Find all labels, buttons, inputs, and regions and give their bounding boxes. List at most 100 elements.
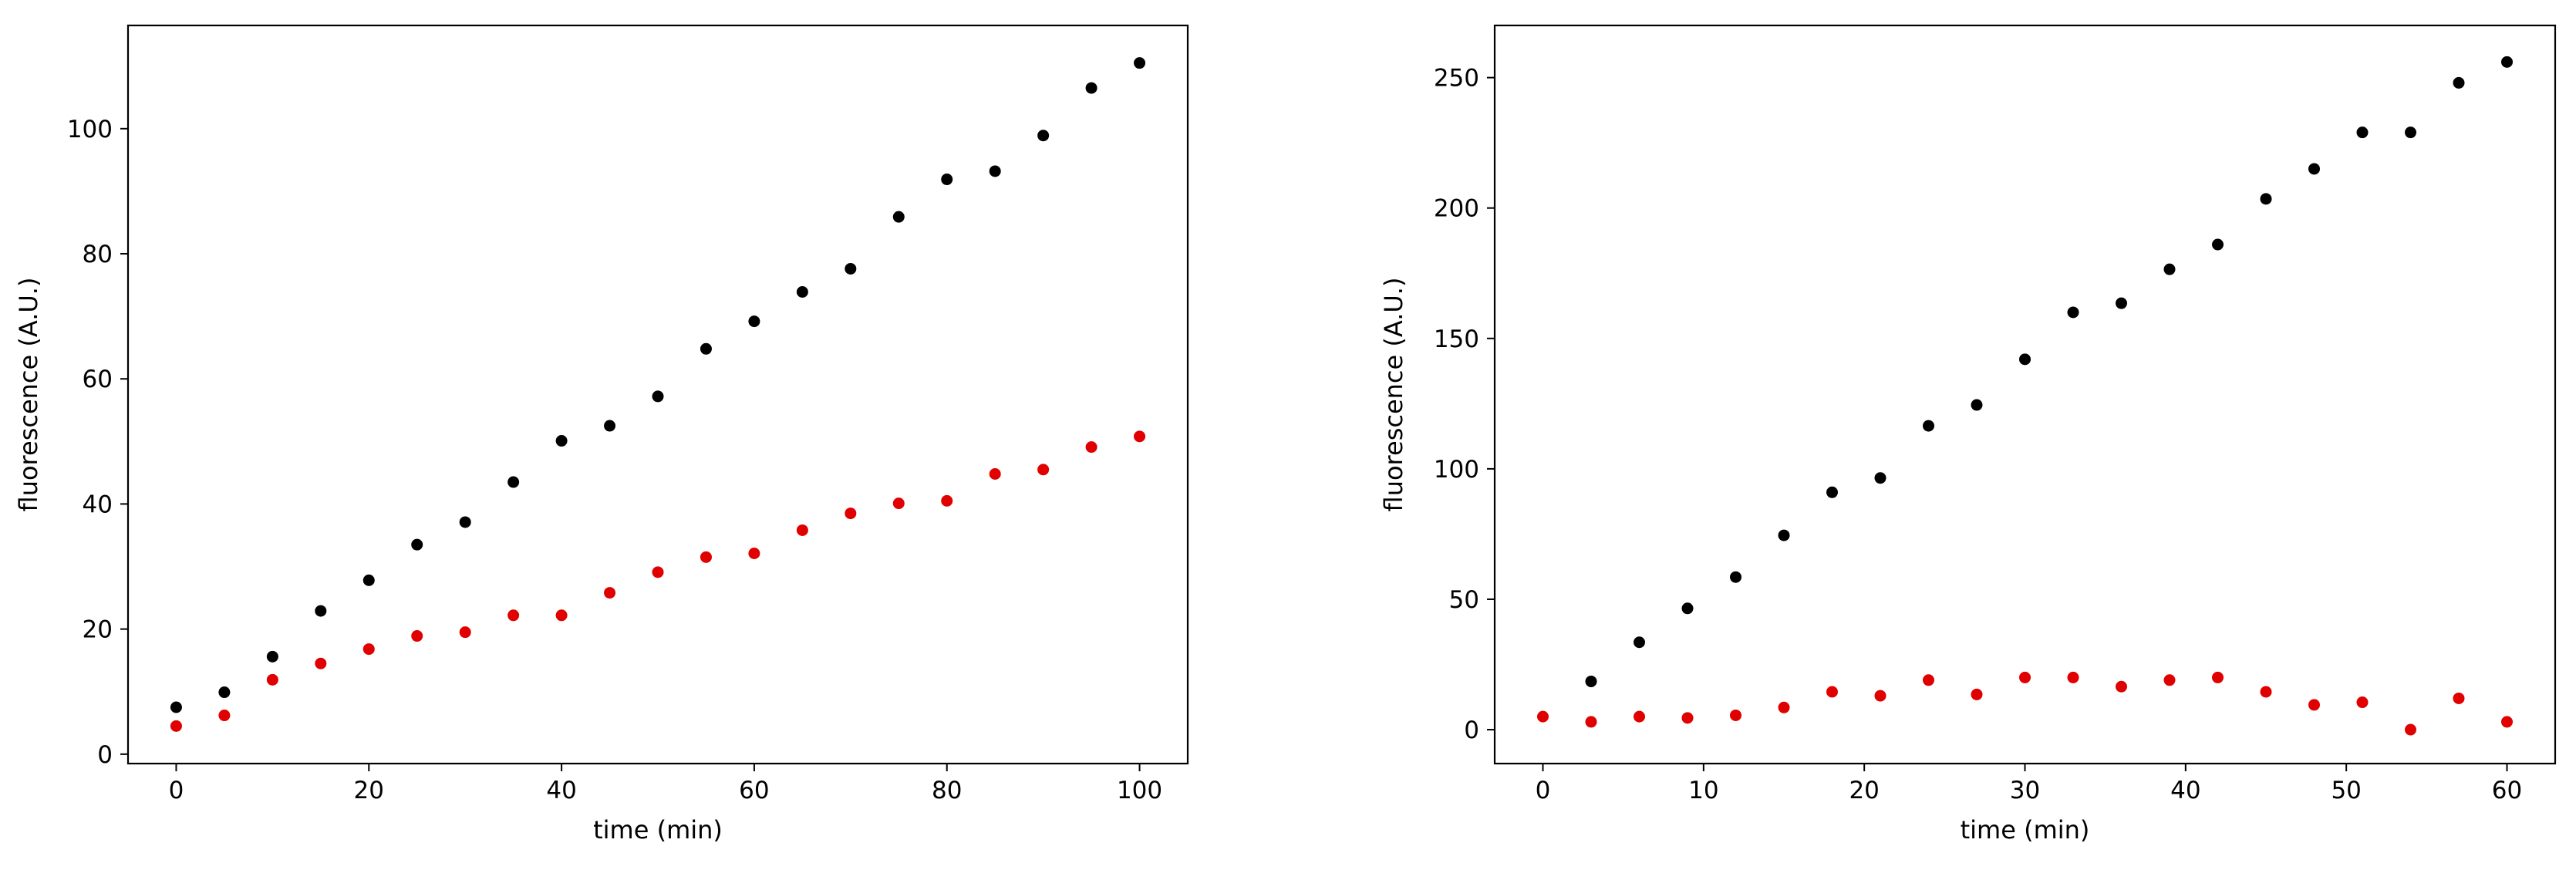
data-point <box>2405 723 2416 736</box>
data-point <box>2163 674 2176 686</box>
x-axis-label: time (min) <box>593 815 723 845</box>
series-1 <box>170 430 1146 732</box>
data-point <box>1826 486 1838 498</box>
plot-frame <box>1493 24 2557 765</box>
y-axis-label: fluorescence (A.U.) <box>1379 278 1408 512</box>
data-point <box>170 701 182 713</box>
data-point <box>2405 126 2416 139</box>
data-point <box>507 476 520 488</box>
data-point <box>2019 353 2031 366</box>
data-point <box>266 673 278 686</box>
data-point <box>362 574 375 586</box>
data-point <box>2163 263 2176 275</box>
data-point <box>2067 671 2079 683</box>
x-tick-label: 100 <box>1117 777 1162 804</box>
data-point <box>2260 686 2272 698</box>
data-point <box>604 587 616 599</box>
data-point <box>1037 464 1050 476</box>
data-point <box>1923 420 1934 432</box>
y-tick-label: 250 <box>1434 65 1479 93</box>
data-point <box>989 467 1001 480</box>
data-point <box>2501 716 2513 728</box>
series-0 <box>170 57 1146 713</box>
data-point <box>555 609 568 622</box>
data-point <box>1585 675 1597 687</box>
data-point <box>941 494 953 507</box>
x-tick-label: 80 <box>932 777 962 804</box>
data-point <box>2116 297 2127 309</box>
data-point <box>411 538 423 551</box>
data-point <box>796 524 808 536</box>
y-tick-label: 50 <box>1449 586 1479 614</box>
data-point <box>941 174 953 186</box>
series-1 <box>1537 671 2513 736</box>
y-tick-label: 60 <box>83 366 113 393</box>
data-point <box>507 609 520 622</box>
plot-frame <box>126 24 1189 765</box>
data-point <box>845 262 857 275</box>
x-tick-label: 0 <box>1536 777 1551 804</box>
x-tick-label: 20 <box>1849 777 1879 804</box>
x-tick-label: 50 <box>2331 777 2361 804</box>
data-point <box>604 420 616 432</box>
y-tick-label: 80 <box>83 241 113 268</box>
data-point <box>315 605 327 617</box>
data-point <box>700 342 712 355</box>
data-point <box>1874 690 1886 702</box>
data-point <box>2308 699 2320 711</box>
data-point <box>1085 82 1097 94</box>
data-point <box>1585 716 1597 728</box>
data-point <box>315 657 327 669</box>
data-point <box>892 211 905 223</box>
data-point <box>845 508 857 520</box>
x-tick-label: 30 <box>2010 777 2040 804</box>
left-scatter-plot: 0 20 40 60 80 100 0 20 40 60 80 100 time (min) fluore… <box>14 24 1189 845</box>
y-tick-label: 150 <box>1434 325 1479 353</box>
data-point <box>1634 710 1645 723</box>
data-point <box>218 686 231 699</box>
data-point <box>2212 671 2224 683</box>
right-scatter-plot: 0 10 20 30 40 50 60 0 50 100 150 200 250 time (min) fl… <box>1379 24 2557 845</box>
data-point <box>362 643 375 656</box>
data-point <box>1874 472 1886 484</box>
data-point <box>411 630 423 642</box>
x-tick-label: 60 <box>2492 777 2522 804</box>
data-point <box>700 551 712 563</box>
x-tick-label: 40 <box>2170 777 2200 804</box>
data-point <box>748 315 760 328</box>
y-tick-label: 100 <box>1434 456 1479 484</box>
data-point <box>1537 710 1549 723</box>
data-point <box>1134 430 1146 443</box>
data-point <box>2453 692 2465 704</box>
data-point <box>1971 688 1983 700</box>
data-point <box>1134 57 1146 69</box>
data-point <box>2019 671 2031 683</box>
data-point <box>1085 441 1097 454</box>
data-point <box>1730 709 1741 721</box>
y-tick-label: 20 <box>83 616 113 644</box>
y-tick-label: 0 <box>1464 717 1479 744</box>
x-tick-label: 20 <box>354 777 384 804</box>
data-point <box>1681 712 1694 724</box>
data-point <box>2501 56 2513 68</box>
data-point <box>459 626 471 639</box>
data-point <box>1681 602 1694 615</box>
data-point <box>2356 696 2369 709</box>
data-point <box>218 710 231 722</box>
data-point <box>892 497 905 510</box>
data-point <box>748 547 760 559</box>
data-point <box>1730 571 1741 583</box>
data-point <box>2067 306 2079 319</box>
data-point <box>1923 674 1934 686</box>
data-point <box>1778 701 1790 713</box>
y-tick-label: 200 <box>1434 195 1479 223</box>
data-point <box>1634 636 1645 649</box>
x-tick-label: 40 <box>546 777 576 804</box>
data-point <box>1037 130 1050 142</box>
data-point <box>266 650 278 663</box>
data-point <box>2116 680 2127 693</box>
x-tick-label: 10 <box>1688 777 1718 804</box>
x-tick-label: 60 <box>739 777 769 804</box>
y-tick-label: 100 <box>67 116 113 143</box>
